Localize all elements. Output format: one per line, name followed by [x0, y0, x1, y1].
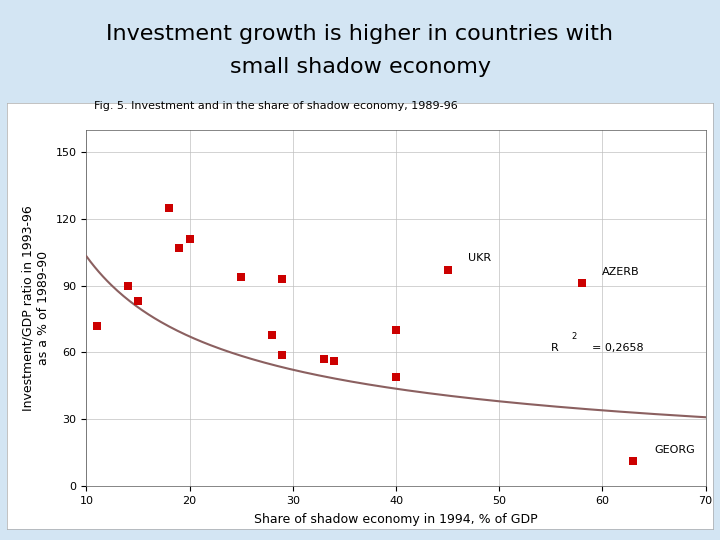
Text: UKR: UKR [468, 253, 491, 263]
Text: Fig. 5. Investment and in the share of shadow economy, 1989-96: Fig. 5. Investment and in the share of s… [94, 100, 457, 111]
Point [174, 244, 185, 252]
Point [235, 272, 247, 281]
Text: small shadow economy: small shadow economy [230, 57, 490, 77]
Point [163, 203, 175, 212]
Point [184, 234, 195, 243]
Text: GEORG: GEORG [654, 445, 695, 455]
Point [628, 457, 639, 466]
Point [442, 266, 454, 274]
X-axis label: Share of shadow economy in 1994, % of GDP: Share of shadow economy in 1994, % of GD… [254, 512, 538, 525]
Text: AZERB: AZERB [603, 267, 640, 276]
Point [390, 373, 402, 381]
Point [318, 355, 330, 363]
Text: Investment growth is higher in countries with: Investment growth is higher in countries… [107, 24, 613, 44]
Point [276, 350, 288, 359]
Text: = 0,2658: = 0,2658 [592, 343, 644, 353]
Point [390, 326, 402, 334]
Y-axis label: Investment/GDP ratio in 1993-96
as a % of 1989-90: Investment/GDP ratio in 1993-96 as a % o… [22, 205, 50, 411]
Point [276, 274, 288, 283]
Point [132, 297, 144, 306]
Point [328, 357, 340, 366]
Text: 2: 2 [572, 332, 577, 341]
Point [576, 279, 588, 288]
Point [91, 321, 102, 330]
Point [266, 330, 278, 339]
Point [122, 281, 133, 290]
Text: R: R [551, 343, 559, 353]
